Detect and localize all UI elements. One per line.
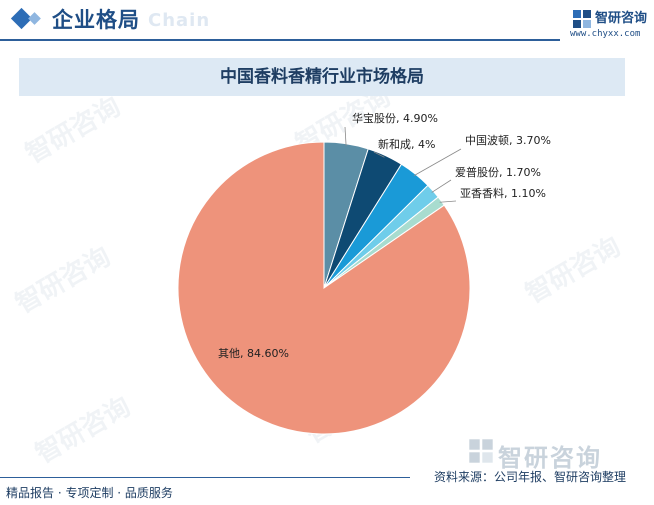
leader-line xyxy=(431,179,452,193)
brand-url: www.chyxx.com xyxy=(570,29,641,39)
slice-label: 亚香香料, 1.10% xyxy=(460,186,546,200)
header-watermark: Chain xyxy=(148,10,211,31)
leader-line xyxy=(413,148,462,176)
leader-line xyxy=(344,126,347,146)
header-divider xyxy=(0,39,560,41)
brand-logo: 智研咨询 www.chyxx.com xyxy=(570,7,652,43)
brand-name: 智研咨询 xyxy=(595,11,648,26)
footer-source: 资料来源：公司年报、智研咨询整理 xyxy=(434,470,627,484)
slice-label: 其他, 84.60% xyxy=(218,347,289,360)
chart-title-bar: 中国香料香精行业市场格局 xyxy=(19,58,625,96)
page-title: 企业格局 xyxy=(52,8,140,32)
slice-label: 新和成, 4% xyxy=(378,137,435,151)
slice-label: 爱普股份, 1.70% xyxy=(455,165,541,179)
footer-brand-watermark: 智研咨询 xyxy=(468,438,600,472)
footer-divider xyxy=(0,477,410,478)
pie-slice xyxy=(177,141,471,435)
footer-tagline: 精品报告 · 专项定制 · 品质服务 xyxy=(6,486,173,500)
chart-title: 中国香料香精行业市场格局 xyxy=(220,67,424,87)
footer-brand-icon xyxy=(469,439,493,463)
leader-line xyxy=(439,200,457,203)
leader-line xyxy=(373,151,385,158)
brand-icon xyxy=(573,10,591,28)
footer-brand-name: 智研咨询 xyxy=(498,444,602,472)
slice-label: 中国波顿, 3.70% xyxy=(465,133,551,147)
slice-label: 华宝股份, 4.90% xyxy=(352,111,438,125)
page-header: 企业格局 Chain xyxy=(0,0,654,42)
